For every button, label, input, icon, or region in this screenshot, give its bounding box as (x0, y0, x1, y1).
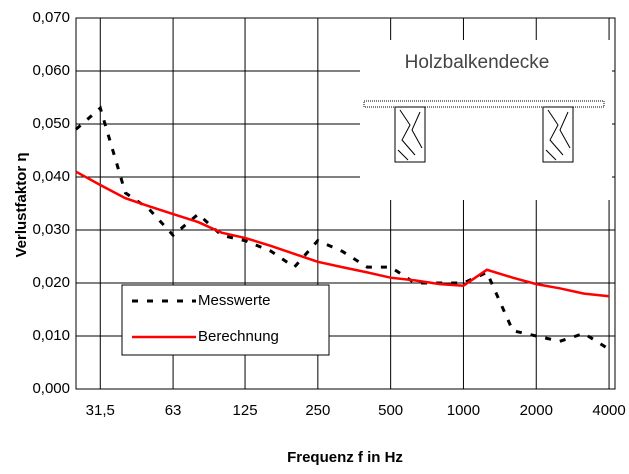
x-tick-label: 63 (165, 402, 182, 419)
series-line (75, 170, 610, 298)
x-tick-label: 1000 (447, 402, 480, 419)
x-tick-label: 2000 (520, 402, 553, 419)
legend-box (121, 284, 330, 356)
y-tick-label: 0,070 (32, 9, 70, 26)
y-tick-label: 0,060 (32, 62, 70, 79)
y-tick-label: 0,010 (32, 327, 70, 344)
y-tick-label: 0,020 (32, 274, 70, 291)
legend-label: Berechnung (198, 328, 279, 345)
beam (394, 106, 426, 163)
legend-label: Messwerte (198, 292, 271, 309)
x-tick-label: 4000 (592, 402, 625, 419)
x-tick-label: 31,5 (86, 402, 115, 419)
x-tick-label: 250 (305, 402, 330, 419)
grid (76, 17, 615, 390)
x-tick-label: 500 (378, 402, 403, 419)
x-tick-label: 125 (233, 402, 258, 419)
beam (542, 106, 574, 163)
plot-frame (75, 17, 616, 390)
wood-grain (545, 109, 571, 161)
x-axis-label: Frequenz f in Hz (287, 449, 403, 466)
slab (363, 100, 605, 108)
annotation: Holzbalkendecke (405, 52, 550, 73)
wood-grain (397, 109, 423, 161)
y-tick-label: 0,000 (32, 380, 70, 397)
y-tick-label: 0,040 (32, 168, 70, 185)
y-tick-label: 0,030 (32, 221, 70, 238)
inset: Holzbalkendecke (360, 40, 612, 200)
series-line (75, 105, 610, 351)
y-axis-label: Verlustfaktor η (13, 152, 30, 257)
y-tick-label: 0,050 (32, 115, 70, 132)
